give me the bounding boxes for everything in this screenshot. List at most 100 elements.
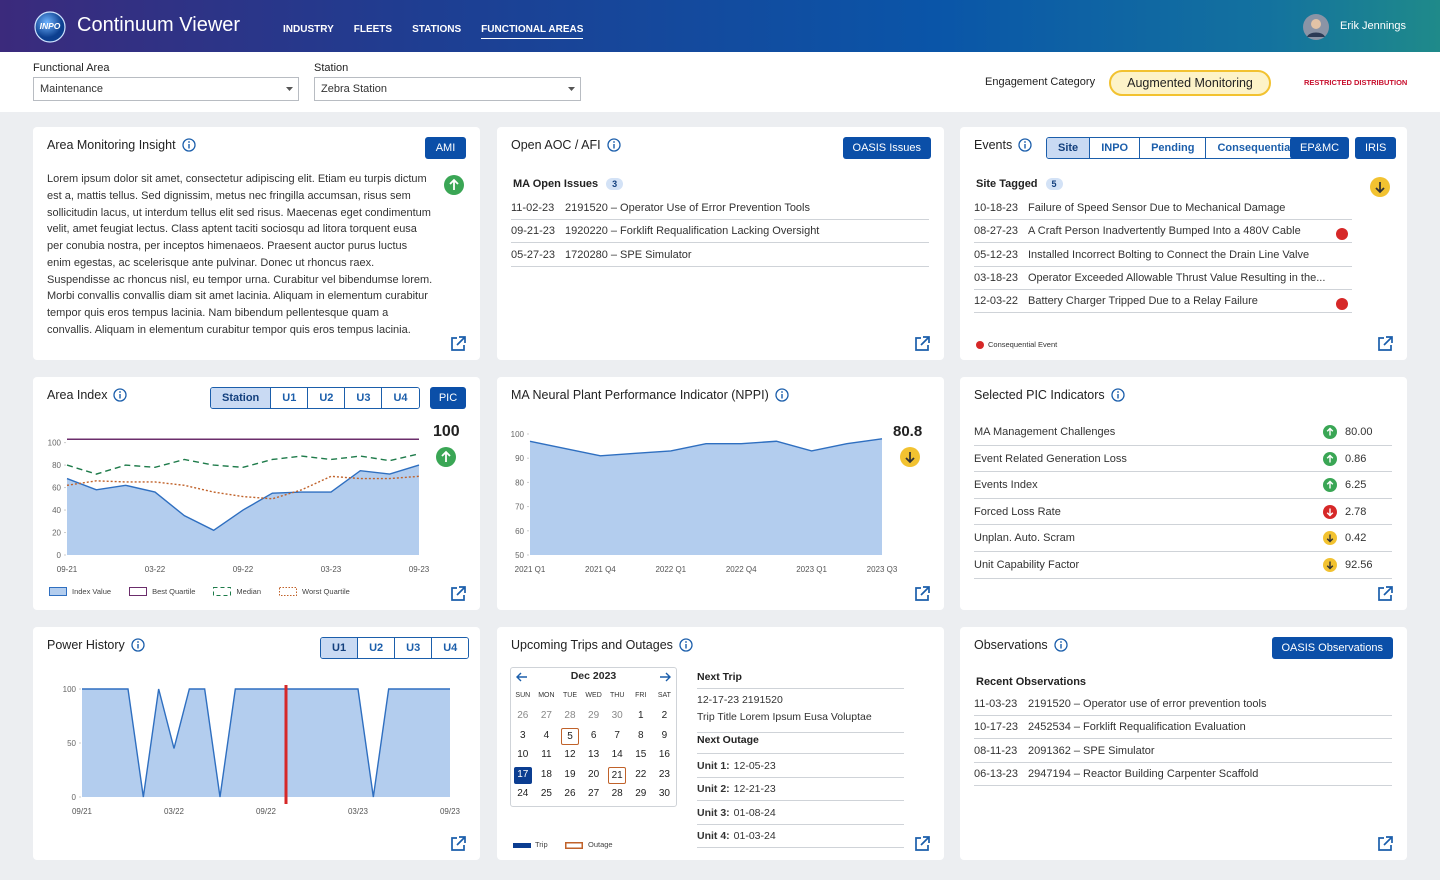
calendar-day[interactable]: 6 [590, 729, 597, 741]
calendar-day[interactable]: 24 [517, 788, 529, 799]
calendar-day[interactable]: 1 [638, 710, 644, 721]
list-row[interactable]: 10-17-23 2452534 – Forklift Requalificati… [974, 716, 1392, 740]
button[interactable]: EP&MC [1290, 137, 1350, 159]
info-icon[interactable] [1110, 388, 1125, 402]
info-icon[interactable] [1054, 638, 1068, 652]
tab[interactable]: U3 [344, 388, 382, 408]
calendar-day[interactable]: 26 [517, 710, 529, 721]
list-row[interactable]: 11-03-23 2191520 – Operator use of error … [974, 693, 1392, 716]
tab[interactable]: U4 [431, 638, 469, 658]
calendar-day[interactable]: 11 [541, 749, 552, 760]
list-row[interactable]: 09-21-23 1920220 – Forklift Requalificati… [511, 220, 929, 244]
functional-area-select[interactable]: Maintenance [33, 77, 299, 101]
calendar-day[interactable]: 5 [561, 727, 579, 745]
calendar-day[interactable]: 10 [517, 749, 529, 760]
tab[interactable]: U2 [307, 388, 345, 408]
engagement-pill[interactable]: Augmented Monitoring [1109, 70, 1271, 96]
calendar-day[interactable]: 12 [564, 749, 576, 760]
indicator-row[interactable]: Forced Loss Rate 2.78 [974, 499, 1392, 526]
tab[interactable]: Consequential [1205, 138, 1305, 158]
calendar-day[interactable]: 15 [635, 749, 647, 760]
calendar-day[interactable]: 4 [543, 729, 550, 741]
calendar-day[interactable]: 18 [540, 768, 552, 780]
calendar-day[interactable]: 29 [635, 788, 647, 799]
calendar-day[interactable]: 26 [564, 788, 576, 799]
tab[interactable]: U1 [321, 638, 358, 658]
tab[interactable]: INPO [1089, 138, 1140, 158]
tab[interactable]: Pending [1139, 138, 1206, 158]
list-row[interactable]: 06-13-23 2947194 – Reactor Building Carpe… [974, 763, 1392, 786]
calendar-day[interactable]: 17 [514, 766, 532, 784]
tab[interactable]: U4 [381, 388, 419, 408]
open-external[interactable] [449, 835, 467, 853]
calendar-day[interactable]: 28 [611, 788, 623, 799]
open-external[interactable] [1376, 335, 1394, 353]
open-external[interactable] [1376, 585, 1394, 603]
calendar-day[interactable]: 20 [588, 768, 600, 780]
station-select[interactable]: Zebra Station [314, 77, 581, 101]
indicator-row[interactable]: Unplan. Auto. Scram 0.42 [974, 525, 1392, 552]
next-month[interactable] [659, 672, 671, 682]
tab[interactable]: U1 [270, 388, 308, 408]
calendar-day[interactable]: 19 [564, 768, 576, 780]
button[interactable]: IRIS [1355, 137, 1397, 159]
calendar-day[interactable]: 22 [635, 768, 647, 780]
list-row[interactable]: 08-27-23 A Craft Person Inadvertently Bum… [974, 220, 1352, 244]
tab[interactable]: Station [211, 388, 271, 408]
nav-item[interactable]: INDUSTRY [283, 24, 334, 35]
indicator-row[interactable]: Events Index 6.25 [974, 472, 1392, 499]
calendar-day[interactable]: 30 [658, 788, 670, 799]
calendar-day[interactable]: 23 [658, 768, 670, 780]
open-external[interactable] [913, 835, 931, 853]
indicator-row[interactable]: Unit Capability Factor 92.56 [974, 552, 1392, 579]
tab[interactable]: U2 [357, 638, 395, 658]
open-external[interactable] [449, 335, 467, 353]
calendar-day[interactable]: 21 [608, 766, 626, 784]
indicator-row[interactable]: Event Related Generation Loss 0.86 [974, 446, 1392, 473]
calendar-day[interactable]: 2 [661, 710, 668, 721]
nav-item[interactable]: STATIONS [412, 24, 462, 35]
calendar-day[interactable]: 7 [614, 729, 620, 741]
info-icon[interactable] [113, 388, 128, 402]
calendar-day[interactable]: 3 [520, 729, 526, 741]
open-external[interactable] [449, 585, 467, 603]
info-icon[interactable] [1018, 138, 1032, 152]
indicator-row[interactable]: MA Management Challenges 80.00 [974, 419, 1392, 446]
calendar-day[interactable]: 30 [611, 710, 623, 721]
calendar-day[interactable]: 9 [661, 729, 668, 741]
button[interactable]: AMI [425, 137, 466, 159]
info-icon[interactable] [131, 638, 145, 652]
calendar-day[interactable]: 28 [564, 710, 576, 721]
nav-item[interactable]: FLEETS [353, 24, 393, 35]
trend-indicator [1323, 504, 1337, 519]
nav-item[interactable]: FUNCTIONAL AREAS [481, 24, 584, 39]
tab[interactable]: Site [1047, 138, 1090, 158]
calendar-day[interactable]: 8 [638, 729, 644, 741]
button[interactable]: PIC [430, 387, 466, 409]
list-row[interactable]: 05-27-23 1720280 – SPE Simulator [511, 244, 929, 267]
list-row[interactable]: 11-02-23 2191520 – Operator Use of Error … [511, 197, 929, 220]
calendar-day[interactable]: 27 [588, 788, 600, 799]
open-external[interactable] [913, 335, 931, 353]
calendar-day[interactable]: 16 [658, 749, 670, 760]
calendar-day[interactable]: 14 [611, 749, 623, 760]
open-external[interactable] [913, 585, 931, 603]
open-external[interactable] [1376, 835, 1394, 853]
list-row[interactable]: 10-18-23 Failure of Speed Sensor Due to M… [974, 197, 1352, 220]
info-icon[interactable] [679, 638, 693, 652]
list-row[interactable]: 05-12-23 Installed Incorrect Bolting to C… [974, 244, 1352, 267]
calendar-day[interactable]: 25 [540, 788, 552, 799]
button[interactable]: OASIS Observations [1271, 637, 1393, 659]
list-row[interactable]: 08-11-23 2091362 – SPE Simulator [974, 740, 1392, 763]
button[interactable]: OASIS Issues [842, 137, 931, 159]
info-icon[interactable] [181, 138, 196, 152]
info-icon[interactable] [775, 388, 789, 402]
calendar-day[interactable]: 13 [588, 749, 600, 760]
calendar-day[interactable]: 27 [540, 710, 552, 721]
list-row[interactable]: 12-03-22 Battery Charger Tripped Due to a… [974, 290, 1352, 314]
prev-month[interactable] [516, 672, 528, 682]
info-icon[interactable] [606, 138, 621, 152]
list-row[interactable]: 03-18-23 Operator Exceeded Allowable Thru… [974, 267, 1352, 290]
calendar-day[interactable]: 29 [588, 710, 600, 721]
tab[interactable]: U3 [394, 638, 432, 658]
